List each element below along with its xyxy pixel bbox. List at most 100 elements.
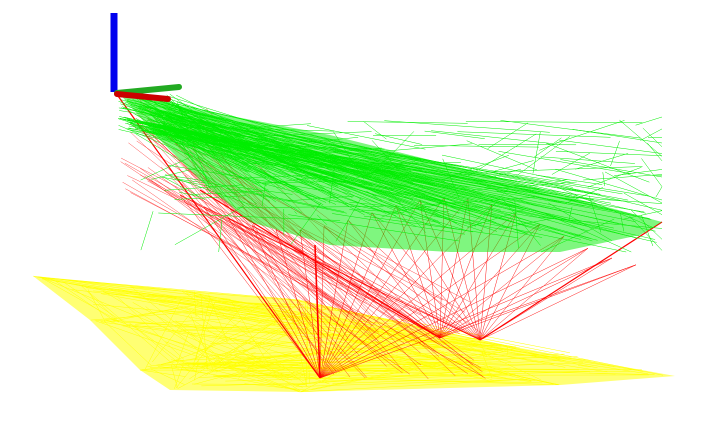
surface-wire <box>568 206 573 220</box>
ray-line <box>117 95 321 379</box>
ground-wire <box>578 365 592 368</box>
surface-wire <box>162 99 417 227</box>
ray-line <box>136 118 387 367</box>
surface-wire <box>127 128 623 202</box>
ground-wire <box>181 291 200 303</box>
ground-wire <box>217 300 302 364</box>
surface-wire <box>466 140 538 171</box>
surface-wire <box>354 152 430 162</box>
surface-wire <box>127 123 315 198</box>
surface-wire <box>177 101 381 185</box>
ground-wire <box>237 314 305 379</box>
surface-wire <box>381 209 401 218</box>
surface-wire <box>127 99 503 189</box>
surface-wire <box>640 128 663 141</box>
ray-line <box>439 257 613 339</box>
surface-wire <box>365 187 534 218</box>
surface-wire <box>261 182 266 207</box>
ground-wire <box>200 326 309 368</box>
ground-wire <box>90 303 293 321</box>
ground-wire <box>116 295 184 360</box>
ground-wire <box>140 369 630 372</box>
surface-wire <box>497 190 517 193</box>
ground-wire <box>145 306 215 364</box>
ground-wire <box>151 368 185 385</box>
surface-wire <box>469 181 577 191</box>
surface-wire <box>152 122 286 189</box>
surface-wire <box>151 110 560 203</box>
ray-line <box>174 185 337 372</box>
surface-wire <box>333 131 365 180</box>
ray-line <box>127 175 460 334</box>
surface-wire <box>413 188 460 211</box>
surface-wire <box>629 215 663 251</box>
surface-wire <box>494 160 534 172</box>
ray-line <box>133 117 367 378</box>
surface-wire <box>500 120 641 139</box>
surface-wire <box>163 176 206 201</box>
surface-wire <box>260 160 312 174</box>
surface-wire <box>236 189 345 212</box>
surface-wire <box>485 166 643 173</box>
surface-wire <box>151 167 198 180</box>
surface-wire <box>159 99 423 187</box>
surface-wire <box>254 181 346 184</box>
surface-wire <box>161 130 337 205</box>
surface-wire <box>164 174 210 182</box>
surface-wire <box>262 175 335 185</box>
ground-wire <box>213 374 649 377</box>
ray-line <box>185 174 349 317</box>
surface-wire <box>386 143 473 152</box>
surface-wire <box>153 127 210 166</box>
surface-wire <box>602 172 605 187</box>
ground-wire <box>41 278 648 375</box>
surface-wire <box>539 180 663 211</box>
surface-wire <box>119 118 585 207</box>
ray-line <box>319 264 637 379</box>
surface-wire <box>642 127 663 147</box>
ray-line <box>299 229 481 341</box>
surface-wire <box>499 217 555 229</box>
surface-wire <box>457 131 611 138</box>
surface-wire <box>467 209 524 228</box>
surface-wire <box>349 209 473 233</box>
surface-wire <box>365 162 461 165</box>
ground-wire <box>210 340 478 344</box>
surface-wire <box>414 145 540 148</box>
surface-wire <box>156 124 303 192</box>
ground-wire <box>103 320 152 366</box>
ground-wire <box>128 324 493 375</box>
surface-wire <box>134 102 573 238</box>
ground-wire <box>460 342 541 381</box>
ground-wire <box>196 311 317 367</box>
ray-line <box>132 179 410 375</box>
surface-wire <box>167 164 326 192</box>
ground-wire <box>306 307 524 379</box>
surface-wire <box>349 201 449 212</box>
ground-wire <box>96 320 502 347</box>
ray-line <box>144 175 405 344</box>
ray-line <box>190 173 360 356</box>
surface-wire <box>318 137 359 142</box>
ground-wire <box>195 296 598 369</box>
ground-wire <box>188 363 296 390</box>
surface-wire <box>159 113 223 200</box>
surface-wire <box>163 125 255 154</box>
surface-wire <box>514 200 519 248</box>
surface-wire <box>560 159 663 178</box>
surface-wire <box>130 122 248 173</box>
surface-wire <box>647 143 663 162</box>
surface-wire <box>166 119 412 172</box>
surface-wire <box>514 136 571 178</box>
ground-wire <box>332 377 485 384</box>
ray-line <box>479 248 589 341</box>
ground-wire <box>152 302 199 363</box>
ground-wire <box>201 382 314 387</box>
surface-wire <box>127 118 487 213</box>
surface-wire <box>250 123 311 128</box>
surface-wire <box>340 162 405 184</box>
surface-wire <box>540 156 635 164</box>
surface-wire <box>158 212 341 221</box>
